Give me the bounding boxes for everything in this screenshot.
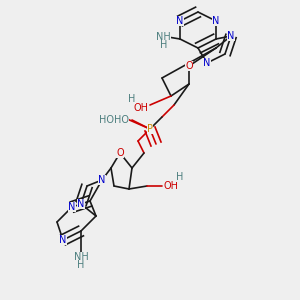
- Text: H: H: [160, 40, 167, 50]
- Text: N: N: [227, 31, 235, 41]
- Text: N: N: [203, 58, 211, 68]
- Text: N: N: [98, 175, 106, 185]
- Text: NH: NH: [156, 32, 171, 43]
- Text: OH: OH: [164, 181, 178, 191]
- Text: N: N: [212, 16, 220, 26]
- Text: P: P: [147, 124, 153, 134]
- Text: H: H: [77, 260, 85, 271]
- Text: H: H: [176, 172, 184, 182]
- Text: O: O: [116, 148, 124, 158]
- Text: HO: HO: [99, 115, 114, 125]
- Text: O: O: [185, 61, 193, 71]
- Text: H: H: [128, 94, 136, 104]
- Text: NH: NH: [74, 251, 88, 262]
- Text: N: N: [68, 202, 76, 212]
- Text: N: N: [77, 199, 85, 209]
- Text: N: N: [59, 235, 67, 245]
- Text: HO: HO: [114, 115, 129, 125]
- Text: OH: OH: [134, 103, 148, 113]
- Text: N: N: [176, 16, 184, 26]
